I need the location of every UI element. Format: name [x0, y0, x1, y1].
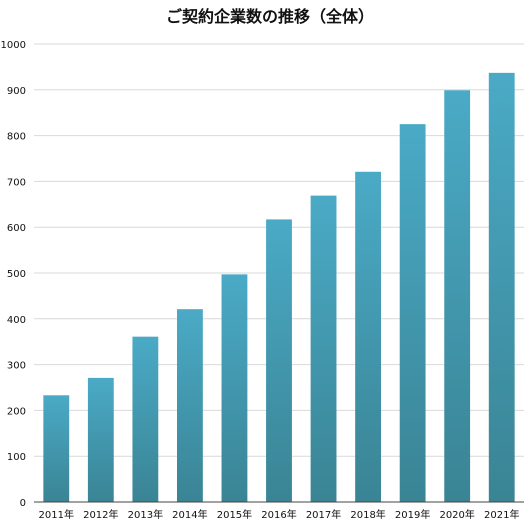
y-tick-label: 0 — [20, 498, 26, 509]
y-tick-label: 100 — [7, 452, 26, 463]
bar-2020年 — [444, 90, 471, 503]
x-tick-label: 2017年 — [306, 508, 341, 521]
y-tick-label: 800 — [7, 132, 26, 143]
bar-2017年 — [310, 195, 337, 502]
y-tick-label: 900 — [7, 86, 26, 97]
x-tick-label: 2011年 — [39, 508, 74, 521]
y-tick-label: 1000 — [1, 40, 26, 51]
bar-2019年 — [399, 124, 426, 503]
x-tick-label: 2016年 — [261, 508, 296, 521]
y-tick-label: 700 — [7, 177, 26, 188]
x-tick-label: 2019年 — [395, 508, 430, 521]
y-tick-label: 500 — [7, 269, 26, 280]
bar-2012年 — [87, 377, 114, 502]
bar-2013年 — [132, 336, 159, 502]
y-tick-label: 600 — [7, 223, 26, 234]
y-tick-label: 200 — [7, 406, 26, 417]
chart-title: ご契約企業数の推移（全体） — [166, 7, 374, 26]
x-tick-label: 2020年 — [439, 508, 474, 521]
bar-2021年 — [488, 72, 515, 502]
x-tick-label: 2013年 — [128, 508, 163, 521]
x-tick-label: 2018年 — [350, 508, 385, 521]
y-tick-label: 300 — [7, 361, 26, 372]
bar-2014年 — [176, 309, 203, 502]
x-tick-label: 2015年 — [217, 508, 252, 521]
bar-2018年 — [355, 171, 382, 503]
y-tick-label: 400 — [7, 315, 26, 326]
x-tick-label: 2021年 — [484, 508, 519, 521]
y-axis-ticks: 0 100 200 300 400 500 600 700 800 900 1000 — [1, 40, 26, 509]
bars — [43, 72, 515, 503]
x-axis-ticks: 2011年 2012年 2013年 2014年 2015年 2016年 2017年 2018年… — [39, 508, 520, 521]
bar-2016年 — [266, 219, 292, 502]
bar-2015年 — [221, 274, 248, 502]
x-tick-label: 2012年 — [83, 508, 118, 521]
x-tick-label: 2014年 — [172, 508, 207, 521]
bar-2011年 — [43, 395, 70, 502]
